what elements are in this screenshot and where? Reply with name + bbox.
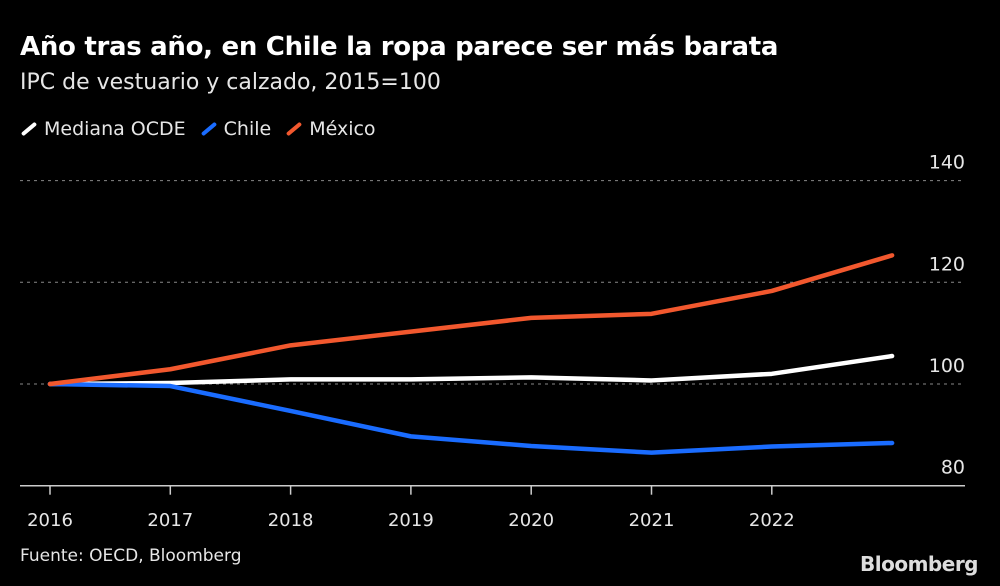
y-tick-label: 140 — [929, 152, 965, 174]
x-tick-label: 2017 — [147, 510, 193, 531]
x-tick-label: 2021 — [629, 510, 675, 531]
y-tick-label: 80 — [941, 457, 965, 479]
legend-label: Chile — [223, 118, 272, 140]
x-tick-label: 2018 — [268, 510, 314, 531]
series-line-mediana-ocde — [47, 353, 895, 387]
bloomberg-logo: Bloomberg — [860, 552, 978, 576]
legend-label: Mediana OCDE — [44, 118, 186, 140]
x-tick-label: 2020 — [508, 510, 554, 531]
legend-label: México — [309, 118, 376, 140]
chart-subtitle: IPC de vestuario y calzado, 2015=100 — [20, 70, 441, 95]
legend-item-ocde: Mediana OCDE — [20, 118, 186, 140]
chart-title: Año tras año, en Chile la ropa parece se… — [20, 32, 779, 62]
y-tick-label: 120 — [929, 253, 965, 275]
x-tick-label: 2019 — [388, 510, 434, 531]
legend-item-mexico: México — [285, 118, 376, 140]
legend: Mediana OCDE Chile México — [20, 118, 376, 140]
x-tick-label: 2022 — [749, 510, 795, 531]
series-line-chile — [47, 381, 895, 455]
y-tick-label: 100 — [929, 355, 965, 377]
source-note: Fuente: OECD, Bloomberg — [20, 546, 242, 566]
x-tick-label: 2016 — [27, 510, 73, 531]
series-line-méxico — [47, 253, 895, 387]
legend-item-chile: Chile — [200, 118, 272, 140]
